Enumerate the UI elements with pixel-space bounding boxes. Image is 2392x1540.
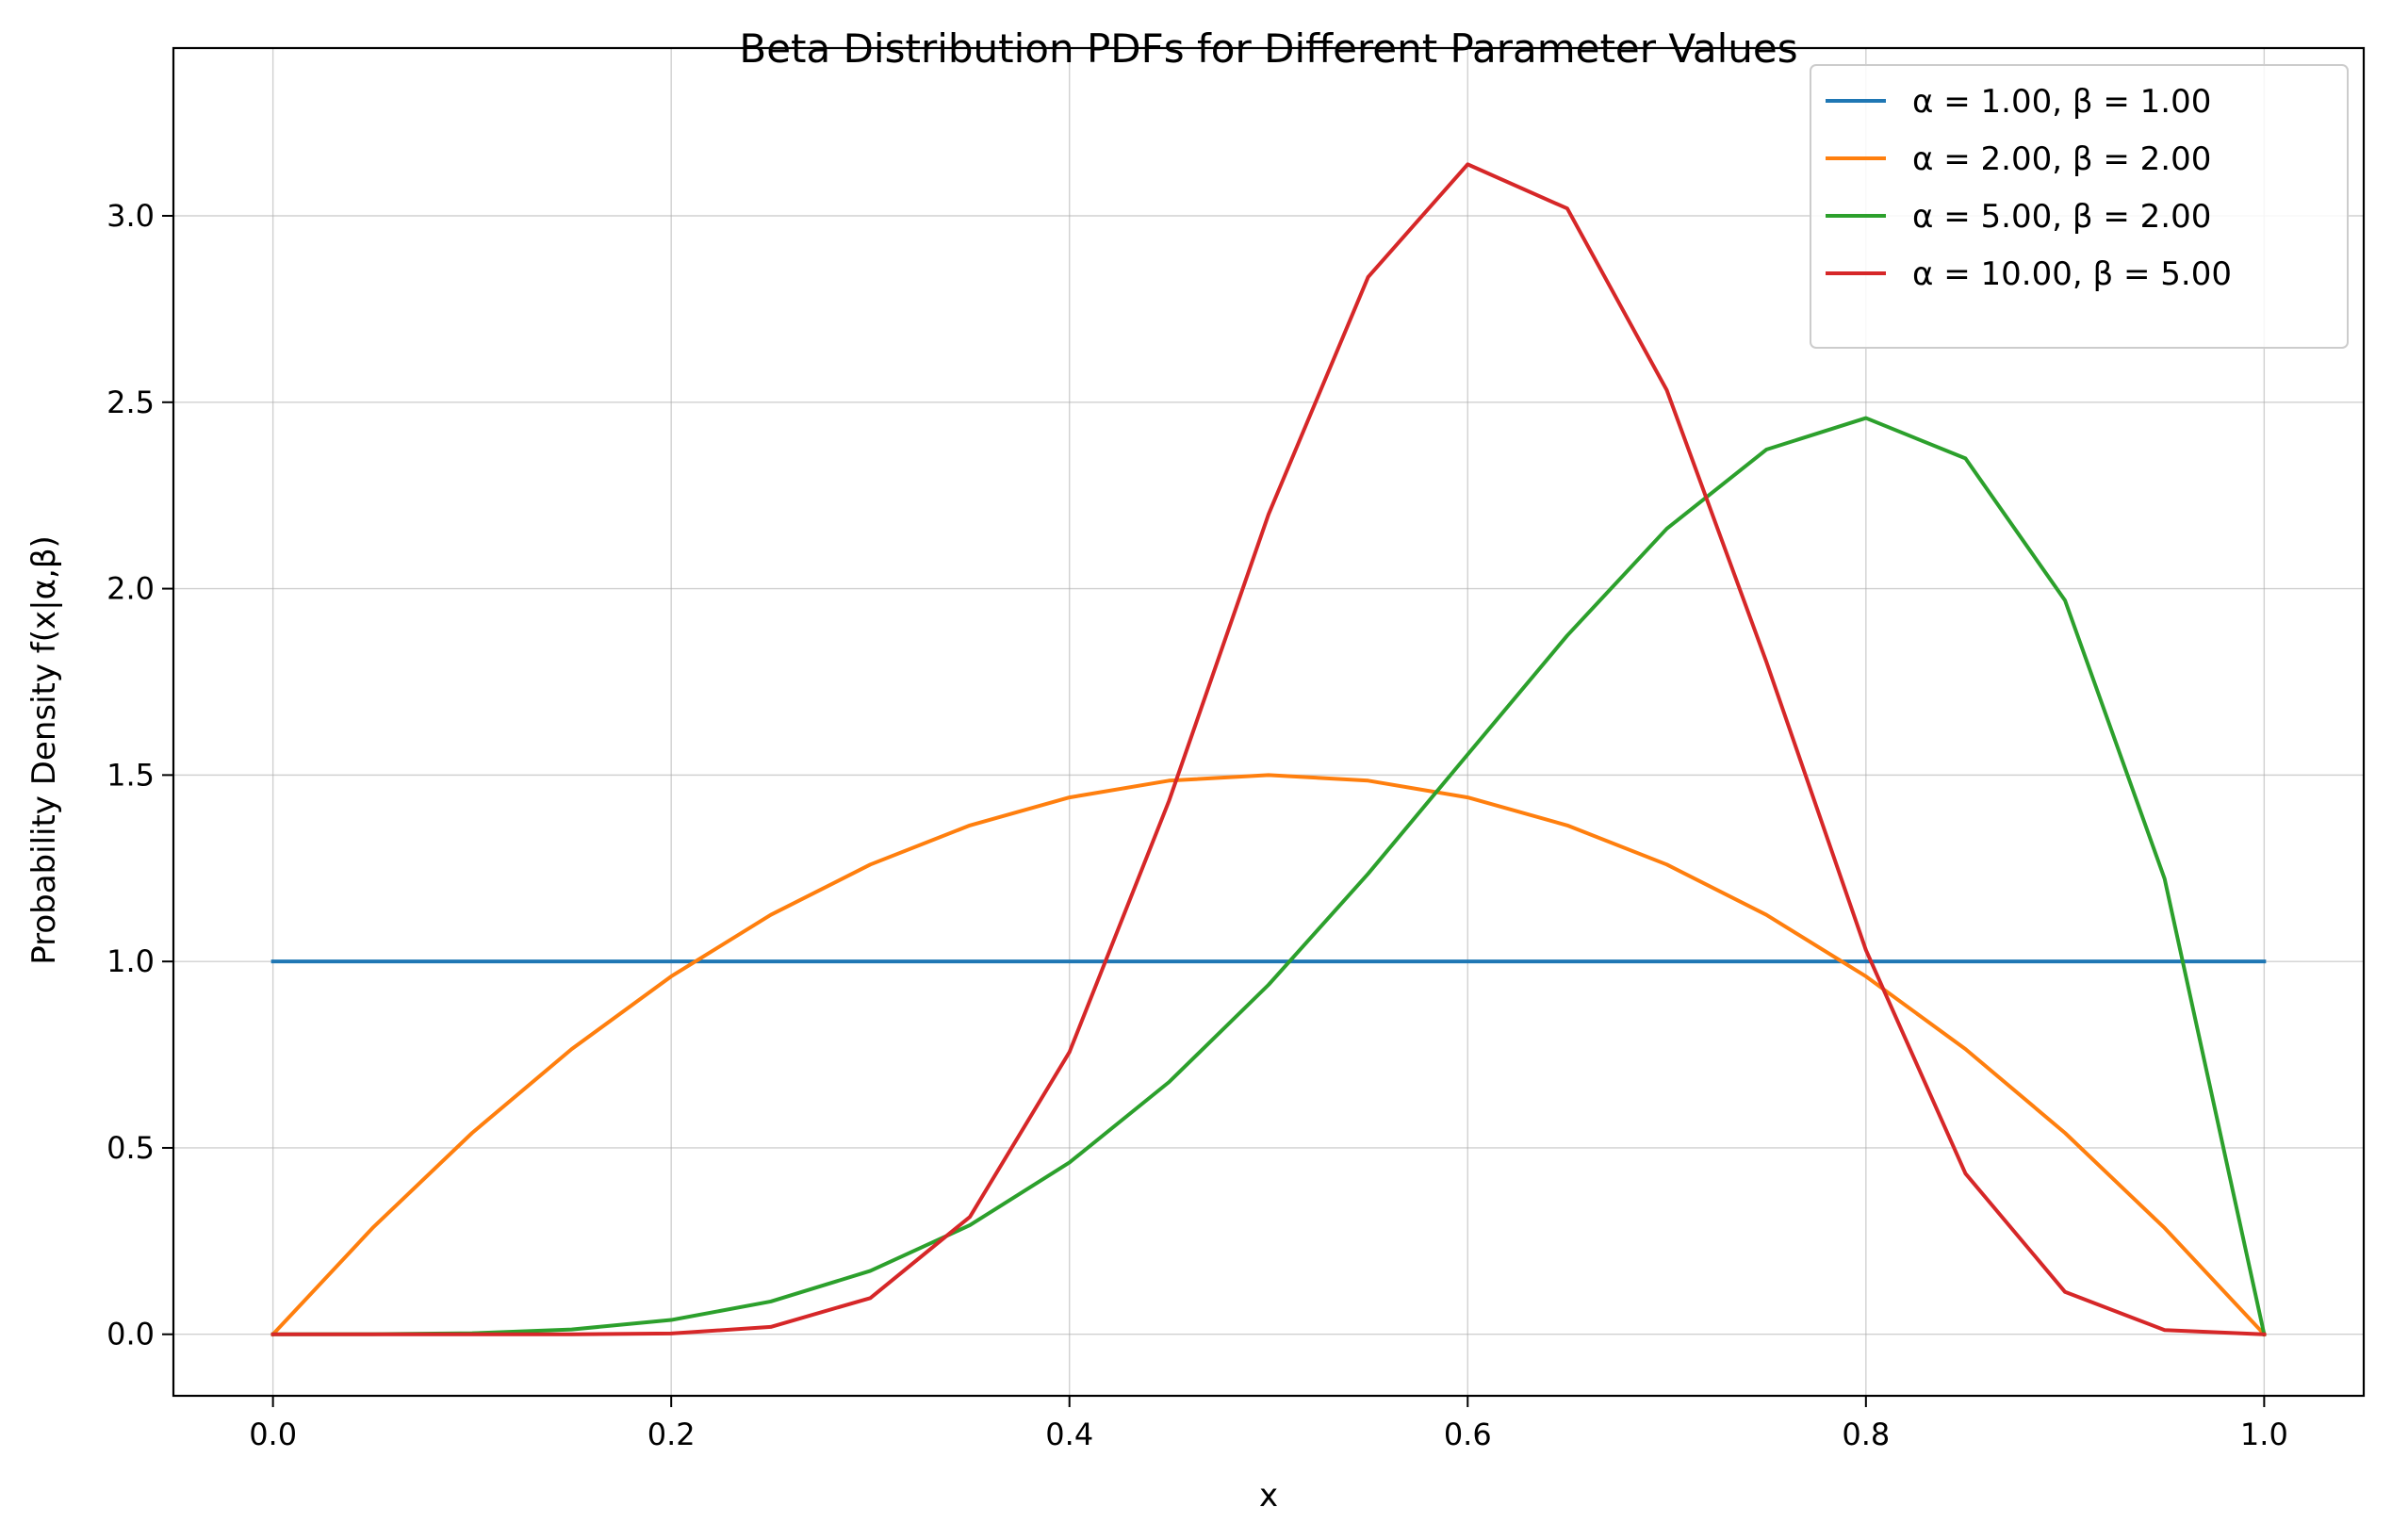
chart-title: Beta Distribution PDFs for Different Par…	[739, 25, 1797, 72]
legend-box	[1810, 64, 2349, 349]
y-tick-label: 1.0	[106, 943, 155, 979]
x-axis-label: x	[1259, 1477, 1278, 1515]
series-line-3	[270, 416, 2267, 1337]
legend-label-4: α = 10.00, β = 5.00	[1912, 255, 2232, 293]
x-tick-label: 0.8	[1842, 1417, 1890, 1452]
y-tick-label: 2.0	[106, 571, 155, 607]
legend-label-2: α = 2.00, β = 2.00	[1912, 140, 2211, 178]
y-tick-label: 2.5	[106, 385, 155, 420]
y-tick-label: 3.0	[106, 198, 155, 234]
series-layer	[270, 162, 2268, 1337]
legend: α = 1.00, β = 1.00 α = 2.00, β = 2.00 α = …	[1810, 64, 2349, 349]
plot-frame	[172, 46, 2366, 1398]
y-tick-label: 1.5	[106, 757, 155, 793]
series-line-4	[270, 162, 2267, 1336]
legend-label-1: α = 1.00, β = 1.00	[1912, 83, 2211, 121]
y-axis-label: Probability Density f(x|α,β)	[25, 535, 63, 965]
ticks-layer: 0.0 0.2 0.4 0.6 0.8 1.0 0.0 0.5 1.0 1.5 2.0 2.5 3.0	[106, 198, 2288, 1452]
x-tick-label: 0.4	[1045, 1417, 1093, 1452]
x-tick-label: 0.2	[647, 1417, 696, 1452]
y-tick-label: 0.0	[106, 1317, 155, 1352]
x-tick-label: 0.6	[1444, 1417, 1492, 1452]
x-tick-label: 1.0	[2240, 1417, 2288, 1452]
series-line-2	[270, 773, 2268, 1337]
legend-label-3: α = 5.00, β = 2.00	[1912, 198, 2211, 236]
y-tick-label: 0.5	[106, 1130, 155, 1166]
x-tick-label: 0.0	[249, 1417, 297, 1452]
